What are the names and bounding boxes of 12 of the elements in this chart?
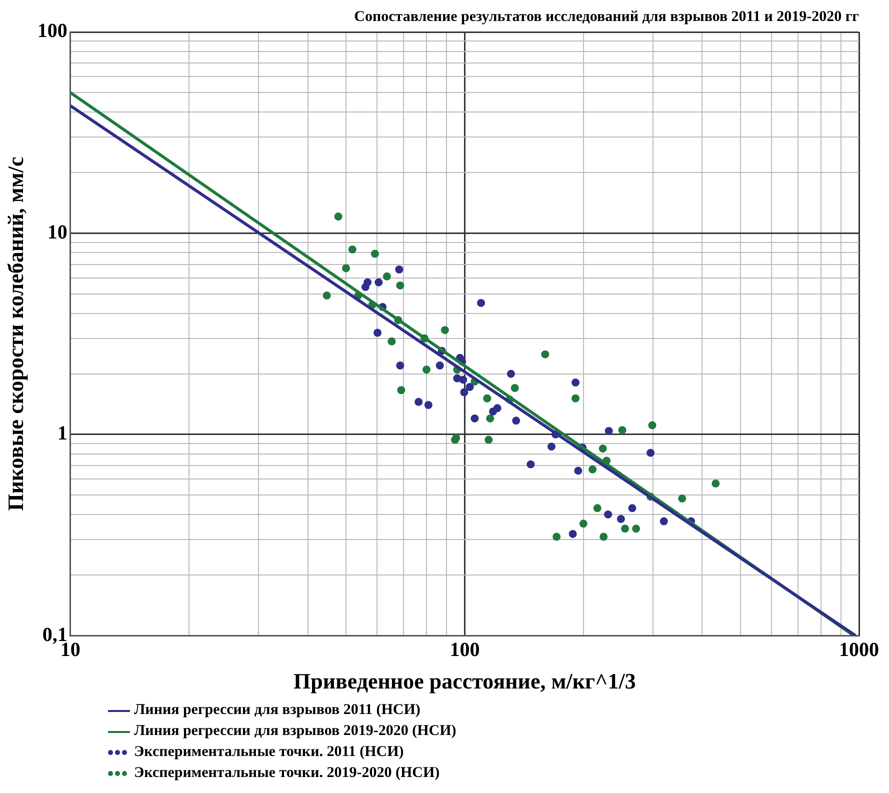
x-tick-label: 1000	[839, 638, 879, 661]
legend-label: Экспериментальные точки. 2019-2020 (НСИ)	[134, 764, 440, 783]
y-tick-label: 100	[37, 20, 68, 42]
legend-label: Линия регрессии для взрывов 2011 (НСИ)	[134, 701, 420, 720]
legend-label: Экспериментальные точки. 2011 (НСИ)	[134, 743, 404, 762]
x-tick-label: 100	[450, 638, 480, 661]
y-tick-label: 1	[57, 422, 68, 445]
y-axis-title: Пиковые скорости колебаний, мм/с	[2, 156, 28, 511]
chart-title: Сопоставление результатов исследований для взрывов 2011 и 2019-2020 гг	[354, 8, 860, 25]
legend-label: Линия регрессии для взрывов 2019-2020 (НСИ)	[134, 722, 456, 741]
y-tick-label: 10	[47, 221, 68, 244]
x-axis-title: Приведенное расстояние, м/кг^1/3	[293, 668, 636, 694]
